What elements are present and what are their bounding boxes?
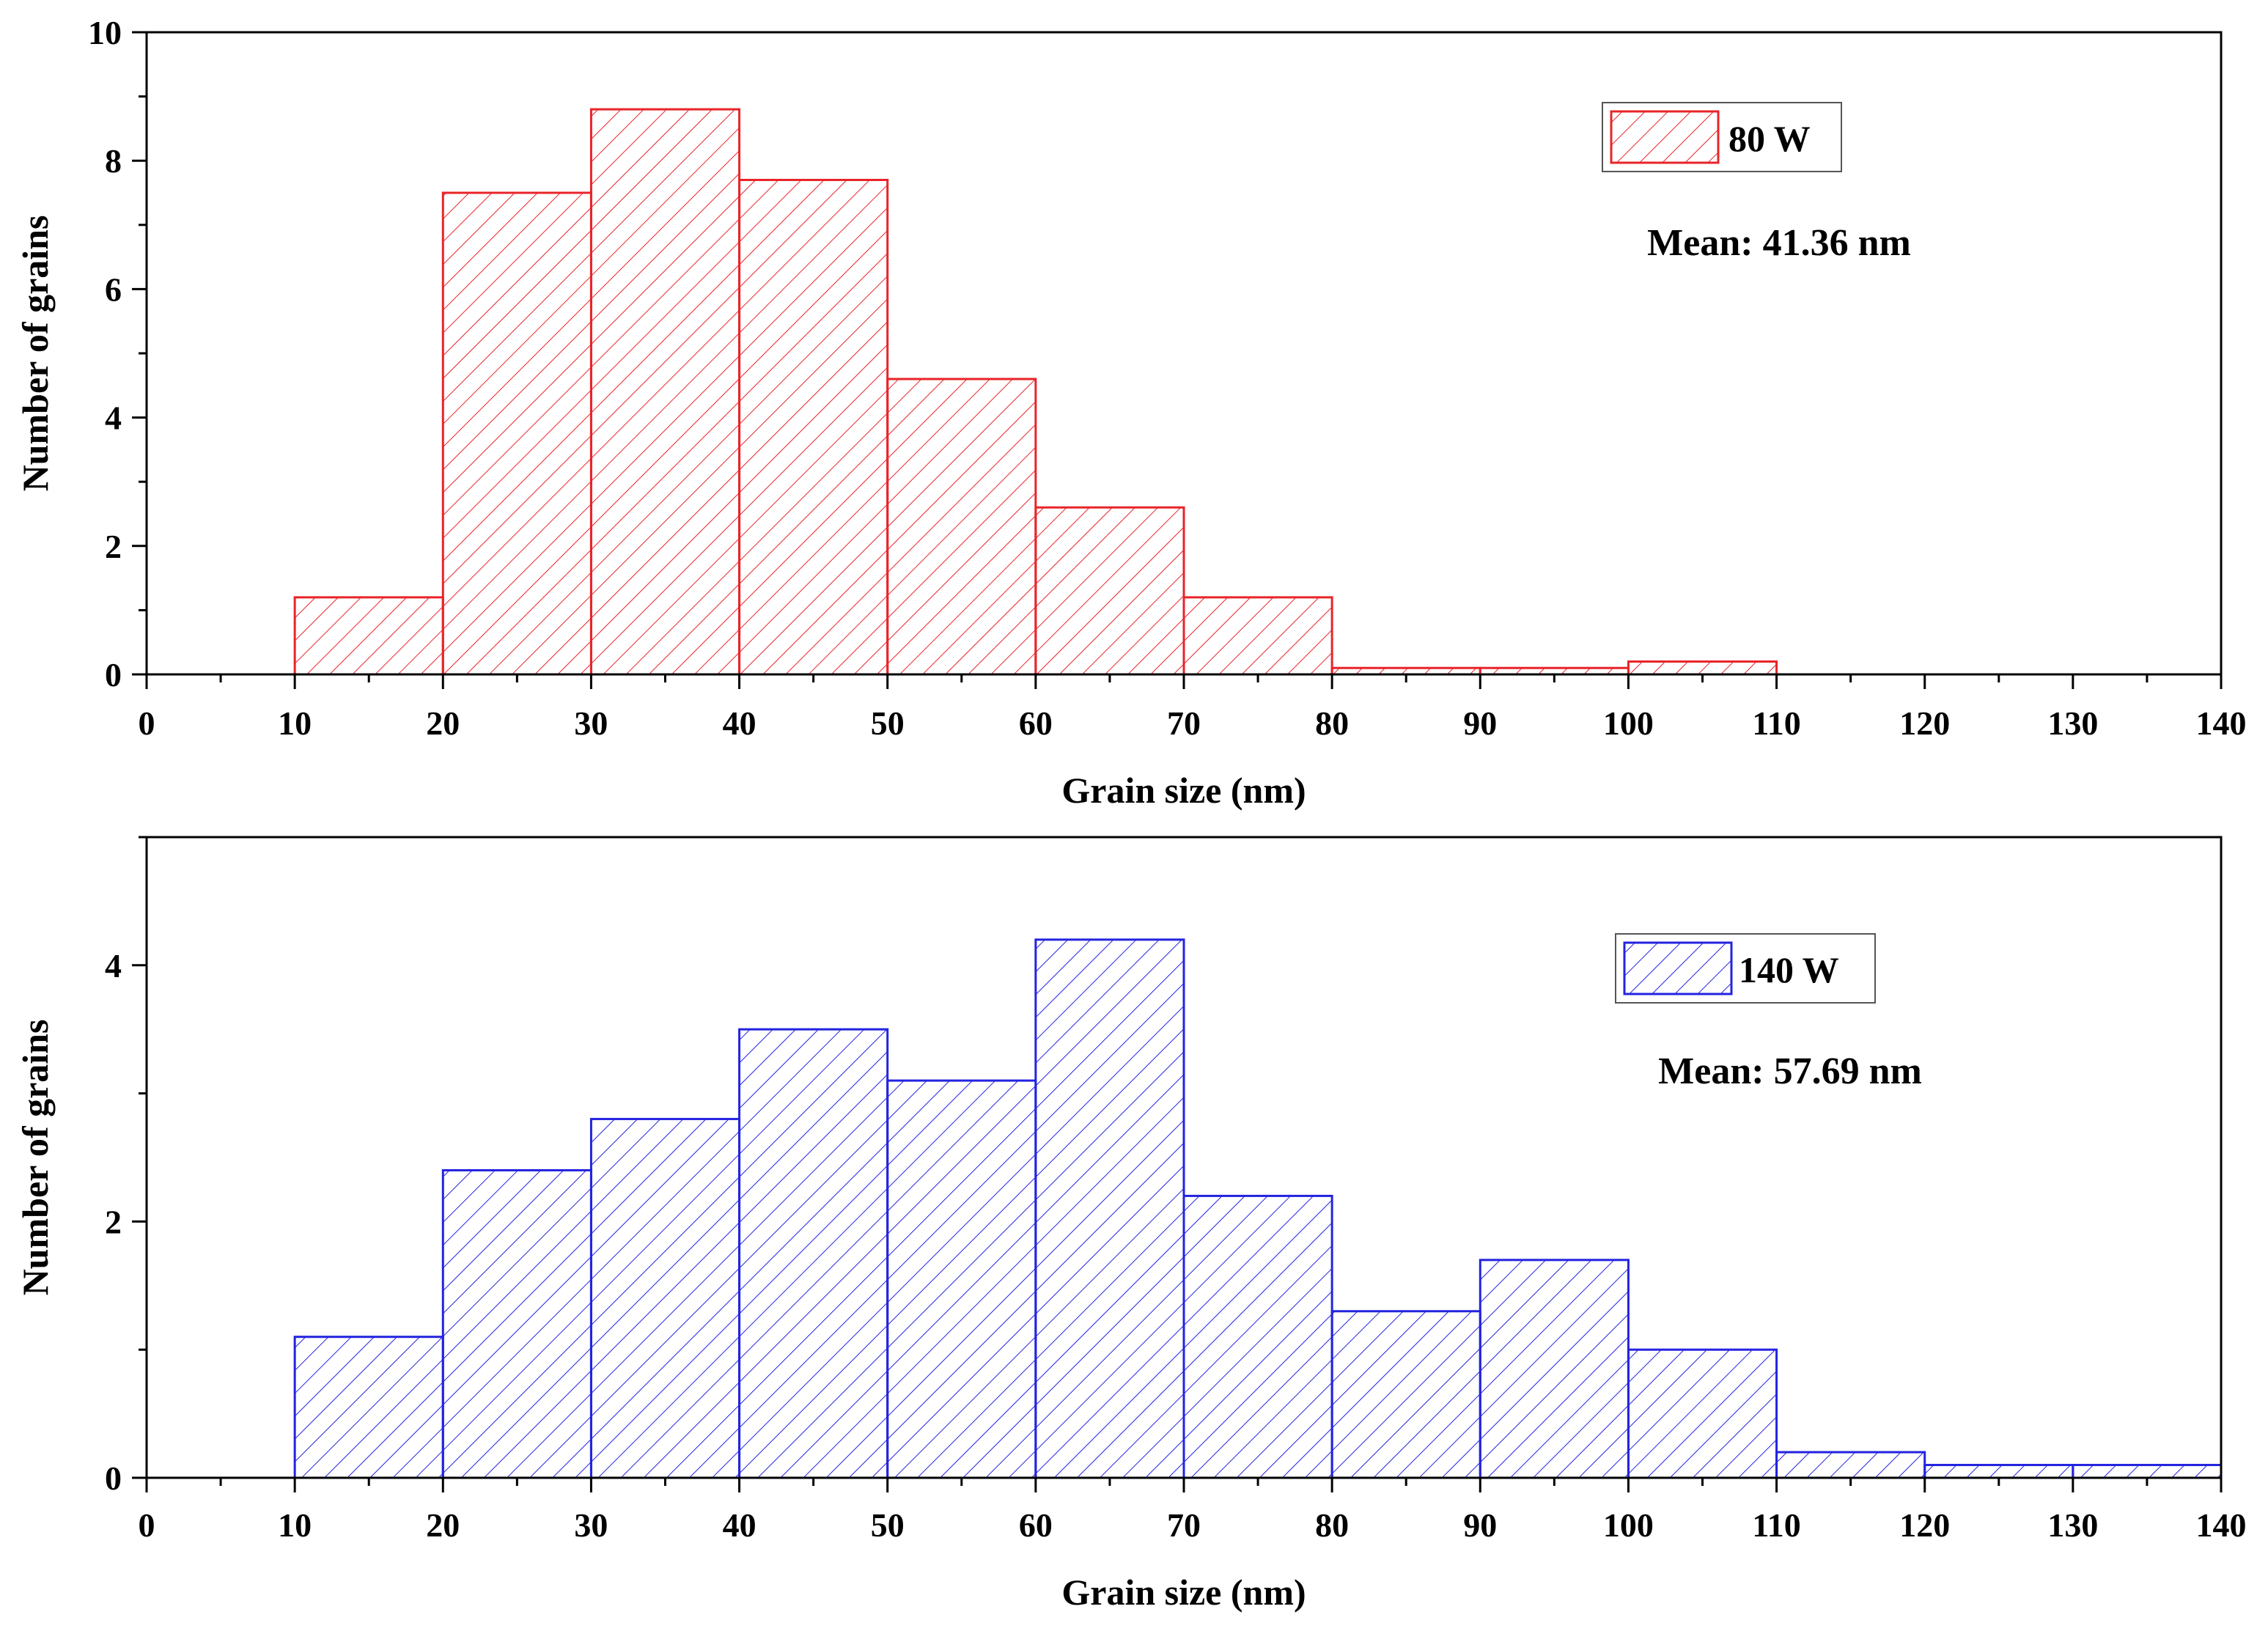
x-tick-label: 140 bbox=[2196, 1506, 2247, 1544]
x-tick-label: 130 bbox=[2047, 704, 2098, 742]
y-tick-label: 6 bbox=[105, 270, 122, 308]
histogram-bar bbox=[738, 178, 889, 676]
x-tick-label: 20 bbox=[426, 1506, 460, 1544]
histogram-bar bbox=[589, 108, 741, 676]
x-tick-label: 130 bbox=[2047, 1506, 2098, 1544]
y-tick-label: 8 bbox=[105, 142, 122, 180]
x-tick-label: 110 bbox=[1752, 704, 1800, 742]
x-tick-label: 30 bbox=[574, 1506, 608, 1544]
x-tick-label: 50 bbox=[871, 1506, 905, 1544]
histogram-140w-panel: 0 10 20 30 40 50 60 70 80 90 100 110 120 130 140 0 2 4 Gra… bbox=[15, 836, 2247, 1613]
x-tick-label: 20 bbox=[426, 704, 460, 742]
x-tick-label: 140 bbox=[2196, 704, 2247, 742]
x-axis-label: Grain size (nm) bbox=[1061, 1572, 1306, 1613]
x-tick-label: 100 bbox=[1603, 704, 1654, 742]
y-axis-label: Number of grains bbox=[15, 1020, 56, 1296]
x-tick-label: 0 bbox=[139, 704, 155, 742]
y-tick-label: 10 bbox=[88, 14, 122, 51]
x-axis-label: Grain size (nm) bbox=[1061, 770, 1306, 811]
histogram-bar bbox=[441, 191, 592, 676]
histogram-bar bbox=[1627, 1348, 1778, 1479]
x-tick-label: 90 bbox=[1463, 1506, 1497, 1544]
x-tick-label: 40 bbox=[723, 704, 756, 742]
histogram-bar bbox=[1627, 660, 1778, 676]
y-axis-label: Number of grains bbox=[15, 216, 56, 492]
y-tick-label: 0 bbox=[105, 656, 122, 693]
x-tick-label: 40 bbox=[723, 1506, 756, 1544]
histogram-bar bbox=[1034, 506, 1185, 676]
x-tick-label: 120 bbox=[1899, 1506, 1950, 1544]
histogram-bar bbox=[1034, 938, 1185, 1479]
histogram-bar bbox=[1923, 1464, 2074, 1479]
histogram-bar bbox=[738, 1028, 889, 1479]
histogram-80w-panel: 0 10 20 30 40 50 60 70 80 90 100 110 120 130 140 0 2 4 6 8 1… bbox=[15, 14, 2247, 811]
x-tick-label: 100 bbox=[1603, 1506, 1654, 1544]
y-tick-label: 4 bbox=[105, 400, 122, 437]
histogram-bar bbox=[886, 378, 1037, 676]
x-tick-label: 80 bbox=[1315, 704, 1349, 742]
x-tick-label: 30 bbox=[574, 704, 608, 742]
histogram-bar bbox=[886, 1079, 1037, 1479]
x-tick-label: 60 bbox=[1019, 1506, 1053, 1544]
x-tick-label: 10 bbox=[278, 704, 312, 742]
histogram-bar bbox=[293, 1336, 444, 1479]
histogram-bar bbox=[1479, 1259, 1630, 1479]
histogram-bar bbox=[2072, 1464, 2223, 1479]
histogram-bar bbox=[1775, 1451, 1926, 1479]
histogram-bar bbox=[1330, 1310, 1481, 1479]
histogram-bar bbox=[441, 1168, 592, 1479]
y-tick-label: 4 bbox=[105, 947, 122, 984]
x-tick-label: 10 bbox=[278, 1506, 312, 1544]
mean-annotation: Mean: 57.69 nm bbox=[1658, 1050, 1922, 1092]
y-tick-label: 2 bbox=[105, 528, 122, 565]
x-tick-label: 60 bbox=[1019, 704, 1053, 742]
x-tick-label: 70 bbox=[1167, 704, 1201, 742]
x-tick-label: 90 bbox=[1463, 704, 1497, 742]
histogram-bar bbox=[293, 596, 444, 676]
x-tick-label: 50 bbox=[871, 704, 905, 742]
legend-label: 80 W bbox=[1728, 118, 1811, 159]
x-tick-label: 80 bbox=[1315, 1506, 1349, 1544]
mean-annotation: Mean: 41.36 nm bbox=[1647, 222, 1911, 264]
histogram-bar bbox=[1182, 596, 1333, 676]
x-tick-label: 120 bbox=[1899, 704, 1950, 742]
x-tick-label: 70 bbox=[1167, 1506, 1201, 1544]
legend-swatch bbox=[1610, 110, 1720, 164]
legend-label: 140 W bbox=[1739, 949, 1839, 990]
legend-swatch bbox=[1623, 941, 1733, 995]
histogram-bar bbox=[1182, 1194, 1333, 1479]
y-tick-label: 0 bbox=[105, 1459, 122, 1497]
x-tick-label: 110 bbox=[1752, 1506, 1800, 1544]
histogram-bar bbox=[589, 1118, 741, 1479]
y-tick-label: 2 bbox=[105, 1203, 122, 1240]
x-tick-label: 0 bbox=[139, 1506, 155, 1544]
